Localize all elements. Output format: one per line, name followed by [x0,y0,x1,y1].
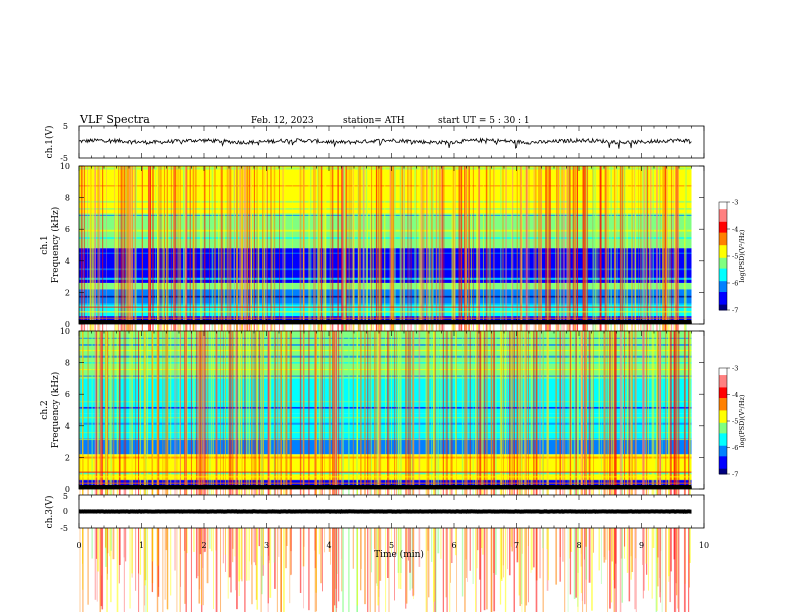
colorbar-tick-label: -3 [732,365,738,373]
colorbar-tick-label: -6 [732,280,738,288]
time-tick-label: 2 [201,541,206,550]
ch1-ytick-bottom: -5 [60,154,68,163]
time-tick-label: 3 [264,541,269,550]
ch1-spectrogram-ticks [78,166,705,324]
ch1-ytick-top: 5 [63,122,68,131]
colorbar-tick-label: -6 [732,444,738,452]
ch1-waveform-frame [78,125,705,159]
time-axis-label: Time (min) [374,549,424,560]
ch3-waveform-panel: 5 0 -5 ch.3(V) [44,492,705,533]
time-tick-label: 0 [76,541,81,550]
time-tick-label: 4 [326,541,331,550]
colorbar-tick-label: -7 [732,471,738,479]
date-label: Feb. 12, 2023 [251,116,314,126]
freq-tick-label: 10 [60,327,70,336]
freq-tick-label: 0 [65,320,70,329]
freq-tick-label: 8 [65,194,70,203]
ch2-spectrogram-yticks: 0 2 4 6 8 10 [60,327,704,494]
time-tick-label: 9 [639,541,644,550]
freq-tick-label: 4 [65,422,70,431]
freq-tick-label: 10 [60,162,70,171]
start-time-label: start UT = 5 : 30 : 1 [438,116,530,126]
ch1-waveform-ylabel: ch.1(V) [44,126,55,159]
time-axis: 0 1 2 3 4 5 6 7 8 9 10 [76,541,709,550]
ch3-waveform-ylabel: ch.3(V) [44,496,55,529]
freq-tick-label: 2 [65,453,70,462]
ch1-spectrogram-panel: 0 2 4 6 8 10 ch.1 Frequency (kHz) -3 -4 -5 -6 -7 l… [40,162,746,467]
ch1-spectrogram-ylabel-frequency: Frequency (kHz) [50,207,61,284]
ch1-waveform-panel: 5 -5 ch.1(V) [44,122,705,163]
ch3-ytick-middle: 0 [63,507,68,516]
colorbar-tick-label: -4 [732,391,738,399]
ch2-colorbar: -3 -4 -5 -6 -7 log(PSD)(V²/Hz) [718,365,746,479]
colorbar-tick-label: -5 [732,418,738,426]
freq-tick-label: 6 [65,225,70,234]
ch1-spectrogram-ylabel-channel: ch.1 [40,235,50,254]
colorbar-tick-label: -5 [732,253,738,261]
colorbar-tick-label: -4 [732,226,738,234]
ch3-waveform-ticks [78,495,705,528]
freq-tick-label: 0 [65,485,70,494]
colorbar-tick-label: -7 [732,307,738,315]
figure-title: VLF Spectra [79,113,150,126]
time-tick-label: 5 [389,541,394,550]
time-tick-label: 10 [699,541,709,550]
colorbar-label: log(PSD)(V²/Hz) [738,229,746,282]
ch1-spectrogram-yticks: 0 2 4 6 8 10 [60,162,704,329]
ch2-spectrogram-ticks [78,331,705,489]
ch2-spectrogram-image [79,331,704,612]
ch1-colorbar: -3 -4 -5 -6 -7 log(PSD)(V²/Hz) [718,199,746,315]
freq-tick-label: 8 [65,359,70,368]
ch2-spectrogram-ylabel-frequency: Frequency (kHz) [50,372,61,449]
ch3-ytick-bottom: -5 [60,524,68,533]
ch1-waveform-trace [79,137,692,149]
time-tick-label: 7 [514,541,519,550]
colorbar-label: log(PSD)(V²/Hz) [738,394,746,447]
freq-tick-label: 2 [65,288,70,297]
time-tick-label: 8 [576,541,581,550]
freq-tick-label: 4 [65,257,70,266]
colorbar-tick-label: -3 [732,199,738,207]
freq-tick-label: 6 [65,390,70,399]
ch1-spectrogram-image [79,166,704,467]
ch3-ytick-top: 5 [63,492,68,501]
time-tick-label: 1 [139,541,144,550]
ch1-waveform-ticks [78,126,705,158]
station-label: station= ATH [343,116,405,126]
ch2-spectrogram-ylabel-channel: ch.2 [40,400,50,419]
time-tick-label: 6 [451,541,456,550]
